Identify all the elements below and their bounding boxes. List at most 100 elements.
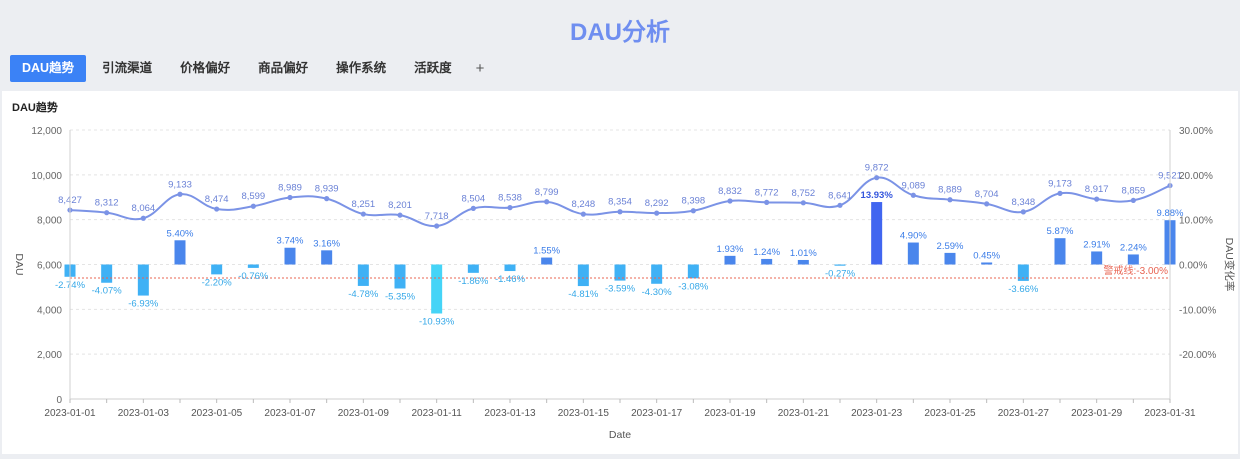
dau-point <box>140 215 146 221</box>
x-tick-label: 2023-01-05 <box>191 408 243 419</box>
change-rate-bar <box>174 240 186 265</box>
dau-point <box>544 199 550 205</box>
change-rate-label: -1.46% <box>495 274 526 285</box>
dau-value-label: 8,772 <box>755 187 779 198</box>
y-left-tick-label: 4,000 <box>37 305 62 316</box>
page-title: DAU分析 <box>570 19 670 46</box>
dau-trend-chart: 警戒线:-3.00% -2.74%-4.07%-6.93%5.40%-2.20%… <box>13 126 1236 441</box>
change-rate-label: -6.93% <box>128 299 159 310</box>
x-tick-label: 2023-01-17 <box>631 408 683 419</box>
dau-point <box>397 212 403 218</box>
y-left-tick-label: 0 <box>56 395 62 406</box>
x-axis-title: Date <box>609 429 631 441</box>
x-tick-label: 2023-01-07 <box>264 408 316 419</box>
change-rate-label: 1.24% <box>753 247 780 258</box>
x-tick-label: 2023-01-29 <box>1071 408 1123 419</box>
dau-point <box>360 211 366 217</box>
x-tick-label: 2023-01-27 <box>998 408 1050 419</box>
dau-point <box>104 210 110 216</box>
y-right-tick-label: 0.00% <box>1179 261 1207 272</box>
change-rate-bar <box>394 264 406 289</box>
change-rate-label: -0.27% <box>825 269 856 280</box>
change-rate-bar <box>101 264 113 283</box>
dau-point <box>1094 196 1100 202</box>
y-right-tick-label: -10.00% <box>1179 305 1216 316</box>
dau-point <box>1020 209 1026 215</box>
tab-price-preference[interactable]: 价格偏好 <box>180 61 231 75</box>
change-rate-label: 3.16% <box>313 238 340 249</box>
change-rate-bar <box>981 262 993 265</box>
dau-value-label: 8,752 <box>791 188 815 199</box>
change-rate-label: -10.93% <box>419 317 455 328</box>
dau-value-label: 8,641 <box>828 190 852 201</box>
change-rate-bar <box>651 264 663 284</box>
change-rate-bar <box>1127 254 1139 265</box>
dau-point <box>764 199 770 205</box>
axes: 0 2,000 4,000 6,000 8,000 10,000 12,000 -20.00%… <box>13 126 1236 441</box>
x-tick-label: 2023-01-13 <box>484 408 536 419</box>
x-tick-label: 2023-01-01 <box>44 408 96 419</box>
dau-point <box>214 206 220 212</box>
change-rate-label: -3.59% <box>605 284 636 295</box>
dau-value-label: 7,718 <box>425 211 449 222</box>
x-tick-label: 2023-01-19 <box>704 408 756 419</box>
tab-traffic-channel[interactable]: 引流渠道 <box>102 61 153 75</box>
dau-point <box>250 203 256 209</box>
y-left-tick-label: 6,000 <box>37 261 62 272</box>
change-rate-label: -3.66% <box>1008 284 1039 295</box>
change-rate-label: 2.91% <box>1083 239 1110 250</box>
dau-value-label: 8,859 <box>1121 185 1145 196</box>
change-rate-bar <box>321 250 333 265</box>
dau-value-label: 8,292 <box>645 198 669 209</box>
change-rate-bar <box>467 264 479 273</box>
tab-dau-trend[interactable]: DAU趋势 <box>10 55 87 82</box>
dau-point <box>910 192 916 198</box>
y-left-tick-label: 12,000 <box>31 126 62 137</box>
x-tick-label: 2023-01-23 <box>851 408 903 419</box>
change-rate-label: -2.20% <box>202 277 233 288</box>
change-rate-label: 1.01% <box>790 248 817 259</box>
dau-value-label: 8,799 <box>535 187 559 198</box>
x-tick-label: 2023-01-09 <box>338 408 390 419</box>
dau-value-label: 8,248 <box>571 199 595 210</box>
change-rate-label: 2.24% <box>1120 242 1147 253</box>
y-left-tick-label: 2,000 <box>37 350 62 361</box>
tab-product-preference[interactable]: 商品偏好 <box>258 61 309 75</box>
threshold-label: 警戒线:-3.00% <box>1104 264 1169 277</box>
dau-value-label: 8,939 <box>315 184 339 195</box>
add-tab-button[interactable]: + <box>475 60 485 77</box>
y-right-tick-label: -20.00% <box>1179 350 1216 361</box>
change-rate-label: 1.93% <box>717 244 744 255</box>
tab-bar: DAU趋势 引流渠道 价格偏好 商品偏好 操作系统 活跃度 + <box>10 55 496 82</box>
change-rate-label: -4.78% <box>348 289 379 300</box>
tab-activity[interactable]: 活跃度 <box>414 61 452 75</box>
data-labels: -2.74%-4.07%-6.93%5.40%-2.20%-0.76%3.74%… <box>55 163 1184 328</box>
dau-point <box>507 205 513 211</box>
change-rate-label: -4.81% <box>568 289 599 300</box>
change-rate-label: 5.87% <box>1047 226 1074 237</box>
change-rate-label: 1.55% <box>533 246 560 257</box>
dau-value-label: 8,889 <box>938 185 962 196</box>
tab-operating-system[interactable]: 操作系统 <box>336 61 387 75</box>
y-right-tick-label: 30.00% <box>1179 126 1213 137</box>
change-rate-bar <box>944 252 956 265</box>
dau-point <box>434 223 440 229</box>
dau-point <box>690 208 696 214</box>
x-tick-label: 2023-01-25 <box>924 408 976 419</box>
dau-point <box>800 200 806 206</box>
dau-point <box>1130 197 1136 204</box>
y-right-tick-label: 10.00% <box>1179 216 1213 227</box>
x-tick-label: 2023-01-21 <box>778 408 830 419</box>
dau-point <box>654 210 660 216</box>
dau-value-label: 8,704 <box>975 189 999 200</box>
y-left-axis-title: DAU <box>13 253 25 275</box>
dau-value-label: 8,599 <box>241 191 265 202</box>
dau-point <box>727 198 733 204</box>
change-rate-label: -4.30% <box>642 287 673 298</box>
change-rate-label: -0.76% <box>238 271 269 282</box>
dau-value-label: 8,398 <box>681 196 705 207</box>
change-rate-bars <box>64 202 1176 314</box>
change-rate-label: -3.08% <box>678 281 709 292</box>
dau-value-label: 8,251 <box>351 199 375 210</box>
y-left-tick-label: 8,000 <box>37 216 62 227</box>
